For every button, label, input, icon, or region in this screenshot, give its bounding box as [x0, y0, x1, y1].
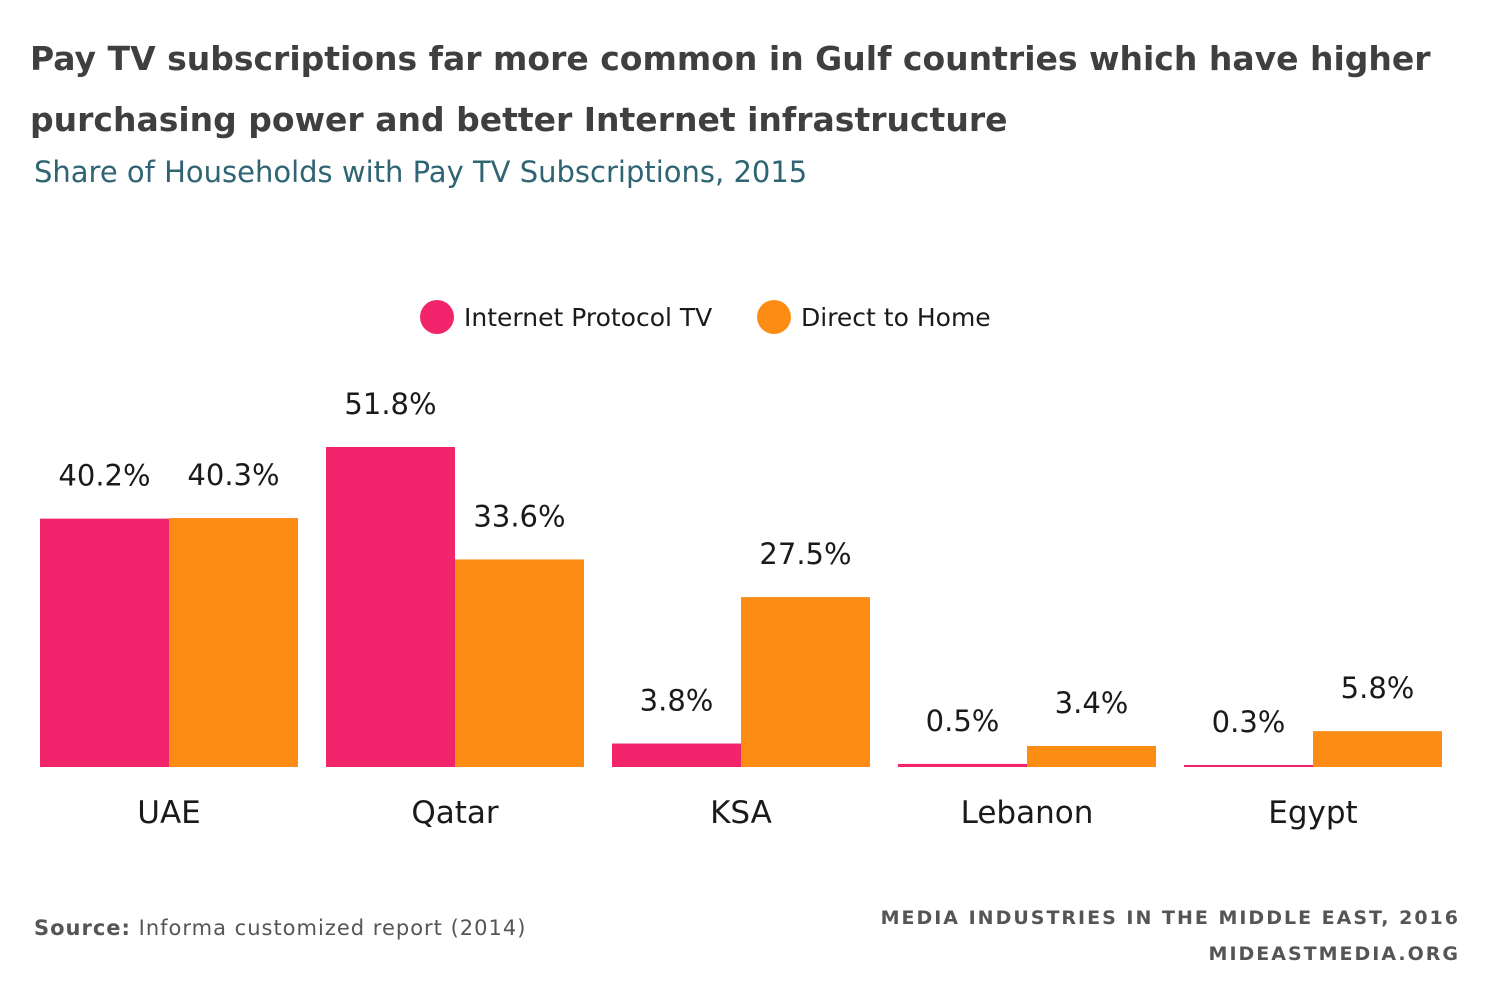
legend-swatch-internet-protocol-tv [420, 300, 454, 334]
value-label-egypt-internet-protocol-tv: 0.3% [1212, 705, 1286, 739]
category-label-uae: UAE [137, 795, 200, 831]
legend: Internet Protocol TV Direct to Home [420, 300, 991, 334]
category-labels: UAE Qatar KSA Lebanon Egypt [137, 795, 1357, 831]
credit-publication: MEDIA INDUSTRIES IN THE MIDDLE EAST, 201… [880, 907, 1460, 929]
value-label-uae-internet-protocol-tv: 40.2% [58, 459, 150, 493]
category-label-ksa: KSA [710, 795, 772, 831]
bar-uae-direct-to-home [169, 518, 298, 767]
bar-lebanon-internet-protocol-tv [898, 763, 1027, 767]
value-label-ksa-internet-protocol-tv: 3.8% [640, 684, 714, 718]
value-label-lebanon-internet-protocol-tv: 0.5% [926, 704, 1000, 738]
credit-website: MIDEASTMEDIA.ORG [1208, 943, 1460, 965]
bar-uae-internet-protocol-tv [40, 518, 169, 767]
value-labels: 40.2% 40.3% 51.8% 33.6% 3.8% 27.5% 0.5% 3.4% 0.3… [58, 387, 1414, 739]
bar-ksa-direct-to-home [741, 597, 870, 767]
bar-qatar-direct-to-home [455, 559, 584, 767]
bars [40, 447, 1442, 767]
value-label-ksa-direct-to-home: 27.5% [759, 537, 851, 571]
source-label: Source: [34, 916, 131, 940]
value-label-egypt-direct-to-home: 5.8% [1341, 671, 1415, 705]
legend-label-direct-to-home: Direct to Home [801, 303, 991, 332]
source-text: Informa customized report (2014) [138, 916, 527, 940]
value-label-qatar-internet-protocol-tv: 51.8% [344, 387, 436, 421]
bar-lebanon-direct-to-home [1027, 745, 1156, 767]
category-label-egypt: Egypt [1268, 795, 1357, 831]
legend-swatch-direct-to-home [757, 300, 791, 334]
bar-ksa-internet-protocol-tv [612, 743, 741, 767]
chart-subtitle: Share of Households with Pay TV Subscrip… [34, 155, 808, 189]
bar-egypt-direct-to-home [1313, 731, 1442, 767]
value-label-uae-direct-to-home: 40.3% [187, 458, 279, 492]
value-label-qatar-direct-to-home: 33.6% [473, 499, 565, 533]
source-note: Source: Informa customized report (2014) [34, 916, 526, 940]
legend-label-internet-protocol-tv: Internet Protocol TV [464, 303, 712, 332]
category-label-lebanon: Lebanon [961, 795, 1094, 831]
category-label-qatar: Qatar [411, 795, 499, 831]
value-label-lebanon-direct-to-home: 3.4% [1055, 686, 1129, 720]
chart-title: Pay TV subscriptions far more common in … [30, 39, 1431, 139]
bar-egypt-internet-protocol-tv [1184, 765, 1313, 767]
bar-qatar-internet-protocol-tv [326, 447, 455, 767]
